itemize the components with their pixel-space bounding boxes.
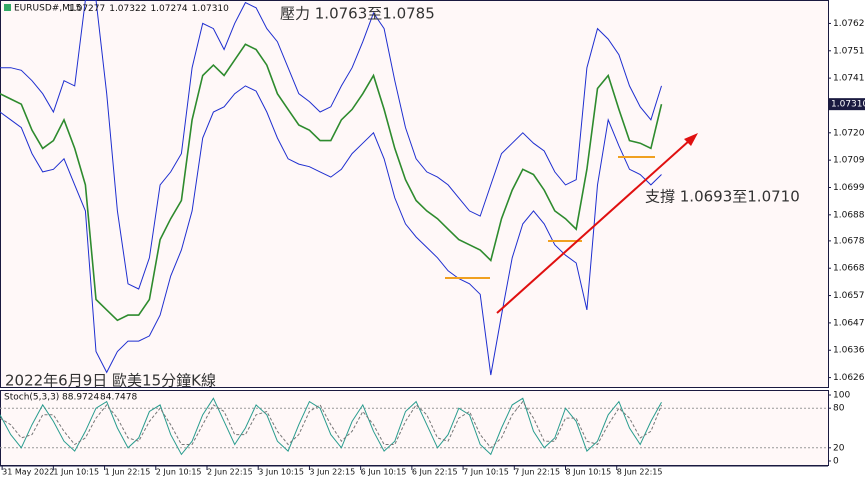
trend-arrow bbox=[684, 133, 698, 146]
y-tick-label: 1.06470 bbox=[833, 318, 865, 328]
y-tick-label: 1.07410 bbox=[833, 74, 865, 84]
x-tick-label: 6 Jun 10:15 bbox=[361, 468, 407, 477]
y-tick-label: 100 bbox=[833, 391, 850, 401]
x-tick-label: 8 Jun 22:15 bbox=[617, 468, 663, 477]
series-line bbox=[0, 0, 662, 290]
y-tick-label: 1.06680 bbox=[833, 264, 865, 274]
y-tick-label: 1.06575 bbox=[833, 291, 865, 301]
x-tick-label: 3 Jun 22:15 bbox=[309, 468, 355, 477]
series-line bbox=[0, 43, 663, 322]
stoch-value: 88.9724 bbox=[62, 393, 99, 403]
trend-line bbox=[496, 139, 691, 314]
x-tick-label: 3 Jun 10:15 bbox=[258, 468, 304, 477]
series-line bbox=[0, 85, 662, 376]
main-layer: 1.07620 1.07515 1.07410 1.07200 1.07095 1.069… bbox=[0, 0, 865, 383]
x-tick-label: 31 May 2022 bbox=[2, 468, 54, 477]
y-tick-label: 1.06990 bbox=[833, 183, 865, 193]
ohlc-value: 1.07277 bbox=[68, 4, 105, 14]
main-plot bbox=[0, 0, 829, 388]
y-tick-label: 1.06785 bbox=[833, 236, 865, 246]
ohlc-value: 1.07322 bbox=[109, 4, 146, 14]
y-tick-label: 1.07095 bbox=[833, 156, 865, 166]
x-tick-label: 7 Jun 22:15 bbox=[514, 468, 560, 477]
ohlc: 1.07277 1.07322 1.07274 1.07310 bbox=[68, 4, 229, 14]
symbol-title: EURUSD#,M15 bbox=[14, 4, 81, 14]
stoch-title: Stoch(5,3,3) bbox=[4, 393, 59, 403]
x-tick-label: 1 Jun 22:15 bbox=[105, 468, 151, 477]
current-price-label: 1.07310 bbox=[831, 100, 865, 110]
symbol-icon bbox=[4, 4, 11, 11]
series-line bbox=[0, 400, 662, 449]
stoch-value: 84.7478 bbox=[100, 393, 137, 403]
x-tick-label: 6 Jun 22:15 bbox=[412, 468, 458, 477]
y-tick-label: 1.07200 bbox=[833, 128, 865, 138]
y-tick-label: 20 bbox=[833, 443, 845, 453]
annotation: 壓力 1.0763至1.0785 bbox=[280, 5, 435, 23]
y-tick-label: 1.06365 bbox=[833, 346, 865, 356]
y-tick-label: 1.07620 bbox=[833, 19, 865, 29]
x-tick-label: 7 Jun 10:15 bbox=[463, 468, 509, 477]
ohlc-value: 1.07310 bbox=[192, 4, 229, 14]
x-tick-label: 2 Jun 10:15 bbox=[156, 468, 202, 477]
series-line bbox=[0, 397, 662, 456]
ohlc-value: 1.07274 bbox=[150, 4, 187, 14]
y-tick-label: 80 bbox=[833, 404, 845, 414]
stoch-layer: 100 80 20 0 31 May 2022 1 Jun 10:15 1 Jun 22:1… bbox=[0, 391, 850, 477]
y-tick-label: 0 bbox=[833, 456, 839, 466]
annotation: 支撐 1.0693至1.0710 bbox=[645, 188, 800, 206]
x-tick-label: 1 Jun 10:15 bbox=[53, 468, 99, 477]
current-price-box bbox=[829, 98, 865, 111]
y-tick-label: 1.06260 bbox=[833, 373, 865, 383]
annotation: 2022年6月9日 歐美15分鐘K線 bbox=[5, 372, 216, 390]
x-tick-label: 8 Jun 10:15 bbox=[566, 468, 612, 477]
x-tick-label: 2 Jun 22:15 bbox=[207, 468, 253, 477]
y-tick-label: 1.07515 bbox=[833, 46, 865, 56]
y-tick-label: 1.06885 bbox=[833, 210, 865, 220]
